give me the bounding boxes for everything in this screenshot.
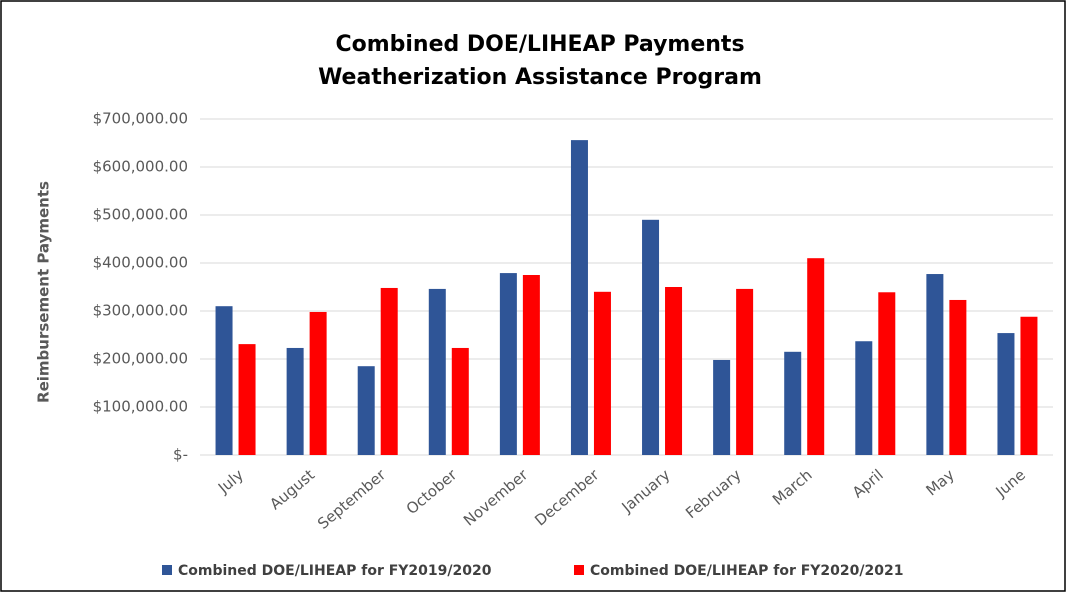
bar	[522, 275, 540, 455]
bar	[665, 287, 683, 455]
legend-swatch	[574, 565, 584, 575]
bar	[855, 341, 873, 455]
bar	[784, 351, 802, 455]
y-tick-label: $400,000.00	[93, 254, 188, 272]
y-tick-label: $100,000.00	[93, 398, 188, 416]
bar	[357, 366, 375, 455]
bar	[570, 140, 588, 455]
bar	[736, 288, 754, 455]
bar	[593, 291, 611, 455]
y-tick-label: $300,000.00	[93, 302, 188, 320]
bar	[807, 258, 825, 455]
legend-label: Combined DOE/LIHEAP for FY2020/2021	[590, 563, 903, 579]
bar	[642, 219, 660, 455]
y-axis-title: Reimbursement Payments	[35, 181, 53, 403]
bar	[713, 359, 731, 455]
bar	[309, 311, 327, 455]
bar	[926, 274, 944, 455]
bar	[499, 273, 517, 455]
legend-swatch	[162, 565, 172, 575]
bar	[380, 287, 398, 455]
bar	[949, 299, 967, 455]
bar	[238, 344, 256, 455]
bar	[286, 347, 304, 455]
y-tick-label: $500,000.00	[93, 206, 188, 224]
chart-subtitle: Weatherization Assistance Program	[318, 65, 762, 90]
chart-title: Combined DOE/LIHEAP Payments	[335, 32, 744, 57]
y-tick-label: $200,000.00	[93, 350, 188, 368]
y-tick-label: $700,000.00	[93, 110, 188, 128]
y-tick-label: $-	[173, 446, 188, 464]
bar	[428, 288, 446, 455]
legend-label: Combined DOE/LIHEAP for FY2019/2020	[178, 563, 492, 579]
bar	[997, 333, 1015, 455]
bar	[215, 306, 233, 455]
y-tick-label: $600,000.00	[93, 158, 188, 176]
bar	[1020, 316, 1038, 455]
bar	[451, 347, 469, 455]
bar	[878, 292, 896, 455]
